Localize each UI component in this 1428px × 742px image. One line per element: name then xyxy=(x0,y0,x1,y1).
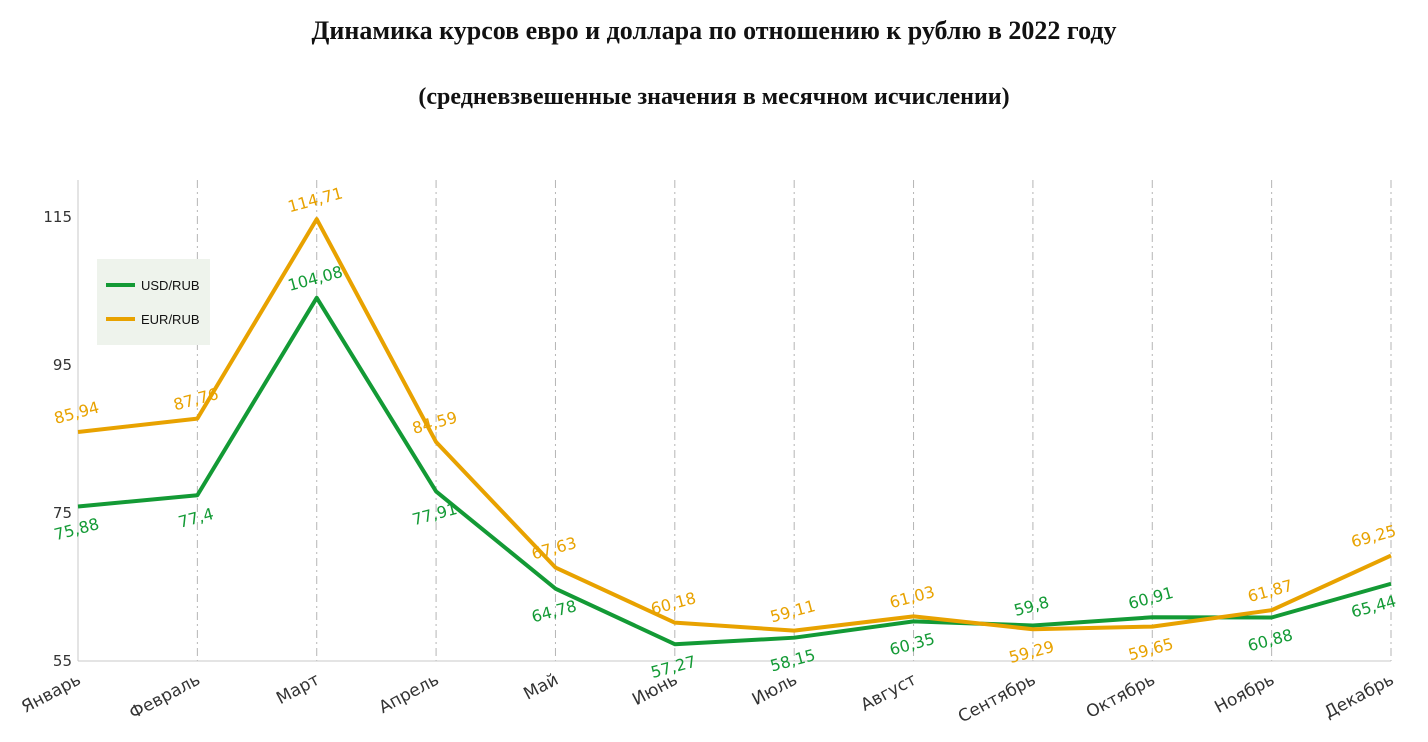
data-label: 85,94 xyxy=(52,398,101,428)
x-tick-label: Март xyxy=(273,670,323,709)
series-line-eur-rub xyxy=(77,217,1392,633)
data-label: 59,11 xyxy=(768,596,817,626)
x-tick-label: Февраль xyxy=(126,670,204,724)
legend-label: EUR/RUB xyxy=(141,312,200,327)
x-tick-label: Апрель xyxy=(376,670,443,718)
x-tick-label: Октябрь xyxy=(1083,670,1159,723)
legend xyxy=(97,259,210,345)
chart-subtitle: (средневзвешенные значения в месячном ис… xyxy=(418,84,1010,110)
x-tick-label: Декабрь xyxy=(1321,670,1397,723)
data-label: 59,8 xyxy=(1012,592,1051,620)
data-label: 58,15 xyxy=(768,645,817,675)
data-label: 84,59 xyxy=(410,408,459,438)
y-tick-label: 95 xyxy=(53,356,72,374)
data-label: 61,03 xyxy=(888,582,937,612)
data-label: 60,35 xyxy=(888,629,937,659)
x-tick-label: Сентябрь xyxy=(955,670,1039,728)
y-tick-label: 115 xyxy=(43,208,72,226)
x-tick-label: Ноябрь xyxy=(1211,670,1278,718)
data-label: 77,4 xyxy=(176,504,215,532)
data-label: 60,18 xyxy=(649,588,698,618)
legend-label: USD/RUB xyxy=(141,278,200,293)
data-label: 60,88 xyxy=(1246,625,1295,655)
data-label: 104,08 xyxy=(286,262,345,295)
data-label: 114,71 xyxy=(286,183,345,216)
x-tick-label: Август xyxy=(858,670,920,716)
x-tick-label: Январь xyxy=(18,670,84,718)
data-label: 87,76 xyxy=(171,384,220,414)
series-line-usd-rub xyxy=(77,295,1392,647)
data-label: 59,29 xyxy=(1007,637,1056,667)
data-label: 60,91 xyxy=(1126,583,1175,613)
x-tick-label: Май xyxy=(521,670,562,705)
chart-title: Динамика курсов евро и доллара по отноше… xyxy=(311,16,1117,45)
x-tick-label: Июль xyxy=(749,670,801,710)
y-tick-label: 75 xyxy=(53,504,72,522)
y-tick-label: 55 xyxy=(53,652,72,670)
data-label: 59,65 xyxy=(1126,634,1175,664)
data-label: 64,78 xyxy=(529,596,578,626)
data-label: 67,63 xyxy=(529,533,578,563)
data-label: 77,91 xyxy=(410,499,459,529)
